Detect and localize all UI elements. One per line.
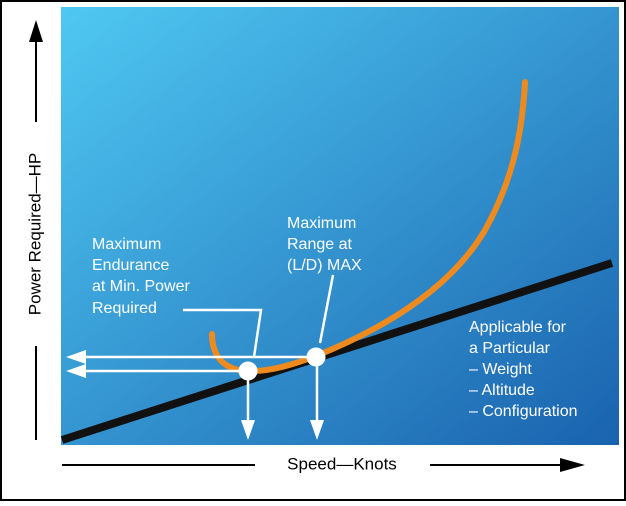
endurance-vertical-arrowhead bbox=[241, 420, 255, 440]
range-annotation: Maximum Range at (L/D) MAX bbox=[287, 215, 362, 274]
range-line-2: Range at bbox=[287, 236, 352, 253]
range-horizontal-arrowhead bbox=[66, 350, 86, 364]
range-vertical-arrowhead bbox=[310, 420, 324, 440]
x-axis-label: Speed—Knots bbox=[287, 454, 397, 473]
max-range-point bbox=[306, 347, 326, 367]
endurance-line-4: Required bbox=[92, 300, 157, 317]
endurance-line-3: at Min. Power bbox=[92, 278, 190, 295]
range-line-1: Maximum bbox=[287, 215, 356, 232]
endurance-leader-line bbox=[183, 308, 263, 358]
x-axis-arrowhead bbox=[560, 458, 585, 472]
y-axis-arrowhead bbox=[29, 20, 43, 42]
max-endurance-point bbox=[238, 361, 258, 381]
endurance-annotation: Maximum Endurance at Min. Power Required bbox=[92, 236, 194, 317]
endurance-line-2: Endurance bbox=[92, 257, 169, 274]
endurance-line-1: Maximum bbox=[92, 236, 161, 253]
range-line-3: (L/D) MAX bbox=[287, 257, 362, 274]
applicable-line-2: a Particular bbox=[469, 340, 551, 357]
tangent-line bbox=[60, 259, 614, 444]
range-leader-line bbox=[318, 274, 335, 344]
y-axis-label: Power Required—HP bbox=[25, 153, 44, 316]
applicable-line-5: – Configuration bbox=[469, 403, 578, 420]
endurance-horizontal-arrowhead bbox=[66, 364, 86, 378]
applicable-annotation: Applicable for a Particular – Weight – A… bbox=[469, 319, 578, 420]
applicable-line-3: – Weight bbox=[469, 361, 532, 378]
applicable-line-4: – Altitude bbox=[469, 382, 535, 399]
applicable-line-1: Applicable for bbox=[469, 319, 567, 336]
